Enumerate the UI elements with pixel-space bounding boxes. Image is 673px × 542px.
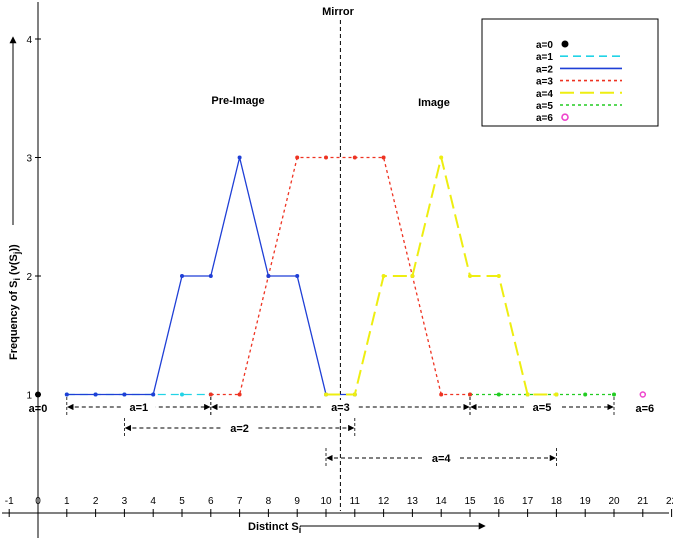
mirror-label: Mirror bbox=[322, 6, 355, 18]
series-point-a2 bbox=[237, 155, 242, 160]
series-point-a3 bbox=[352, 155, 357, 160]
series-point-a5 bbox=[583, 392, 588, 397]
x-tick-label: -1 bbox=[5, 496, 14, 507]
series-point-a2 bbox=[151, 392, 156, 397]
x-tick-label: 10 bbox=[320, 496, 332, 507]
x-tick-label: 0 bbox=[35, 496, 41, 507]
legend-label: a=1 bbox=[536, 52, 553, 63]
series-point-a1 bbox=[180, 392, 184, 397]
range-label: a=0 bbox=[29, 403, 48, 415]
series-point-a3 bbox=[237, 392, 242, 397]
y-tick-label: 1 bbox=[26, 391, 32, 402]
x-tick-label: 22 bbox=[666, 496, 673, 507]
legend-swatch-a0 bbox=[561, 40, 569, 48]
series-point-a4 bbox=[324, 392, 328, 397]
x-tick-label: 6 bbox=[208, 496, 214, 507]
x-tick-label: 18 bbox=[551, 496, 563, 507]
range-label-bg bbox=[323, 400, 358, 413]
legend-label: a=0 bbox=[536, 40, 553, 51]
series-point-a2 bbox=[64, 392, 69, 397]
series-point-a3 bbox=[381, 155, 386, 160]
series-point-a3 bbox=[468, 392, 472, 397]
series-point-a5 bbox=[612, 392, 616, 397]
range-guides: a=0 a=1 a=2 a=3 a=4 a=5 a=6 bbox=[29, 397, 654, 468]
y-tick-label: 2 bbox=[26, 272, 32, 283]
series-point-a6 bbox=[639, 391, 647, 398]
series-point-a4 bbox=[496, 274, 501, 278]
image-label: Image bbox=[418, 97, 450, 109]
x-tick-label: 20 bbox=[608, 496, 620, 507]
series-point-a4 bbox=[439, 155, 444, 160]
x-tick-label: 16 bbox=[493, 496, 505, 507]
x-tick-label: 7 bbox=[237, 496, 243, 507]
series-point-a4 bbox=[554, 392, 559, 397]
series-point-a2 bbox=[122, 392, 127, 397]
range-label: a=3 bbox=[331, 402, 350, 414]
series-point-a3 bbox=[439, 392, 444, 397]
x-tick-label: 14 bbox=[436, 496, 448, 507]
series-line-a3 bbox=[210, 156, 470, 396]
series-point-a2 bbox=[266, 274, 271, 278]
x-tick-label: 1 bbox=[64, 496, 70, 507]
x-tick-label: 9 bbox=[294, 496, 300, 507]
x-tick-label: 21 bbox=[637, 496, 649, 507]
x-tick-label: 8 bbox=[266, 496, 272, 507]
series-point-a4 bbox=[525, 392, 530, 397]
x-tick-label: 2 bbox=[93, 496, 99, 507]
range-label-bg bbox=[424, 451, 459, 464]
series-point-a2 bbox=[180, 274, 184, 278]
legend-label: a=3 bbox=[536, 77, 553, 88]
series-point-a2 bbox=[208, 274, 213, 278]
y-tick-label: 3 bbox=[26, 154, 32, 165]
x-tick-label: 3 bbox=[122, 496, 128, 507]
series-point-a2 bbox=[295, 274, 300, 278]
series-point-a4 bbox=[381, 274, 386, 278]
range-label: a=5 bbox=[533, 402, 552, 414]
legend-label: a=5 bbox=[536, 101, 553, 112]
x-tick-label: 5 bbox=[179, 496, 185, 507]
series-point-a4 bbox=[468, 274, 472, 278]
legend-label: a=2 bbox=[536, 64, 553, 75]
y-axis-title: Frequency of Si (v(Sj)) bbox=[8, 244, 22, 360]
x-tick-label: 15 bbox=[464, 496, 476, 507]
x-axis-title: Distinct Si bbox=[248, 521, 301, 535]
pre-image-label: Pre-Image bbox=[211, 95, 264, 107]
x-tick-label: 12 bbox=[378, 496, 390, 507]
series-point-a4 bbox=[352, 392, 357, 397]
series-point-a4 bbox=[410, 274, 415, 278]
x-tick-label: 17 bbox=[522, 496, 534, 507]
x-tick-label: 4 bbox=[150, 496, 156, 507]
series-point-a0 bbox=[35, 391, 41, 398]
annotation-group: Mirror Pre-Image Image Distinct Si Frequ… bbox=[8, 6, 450, 535]
legend: a=0a=1a=2 a=3a=4a=5a=6 bbox=[481, 18, 659, 127]
legend-label: a=4 bbox=[536, 89, 553, 100]
x-tick-label: 13 bbox=[407, 496, 419, 507]
x-tick-label: 19 bbox=[580, 496, 592, 507]
series-point-a5 bbox=[496, 392, 501, 397]
range-label: a=1 bbox=[129, 402, 148, 414]
range-label: a=4 bbox=[432, 453, 452, 465]
series-point-a3 bbox=[324, 155, 328, 160]
legend-box bbox=[481, 18, 659, 127]
series-line-a4 bbox=[326, 157, 557, 396]
range-label-bg bbox=[121, 400, 156, 413]
range-label: a=2 bbox=[230, 423, 249, 435]
series-point-a3 bbox=[295, 155, 300, 160]
legend-label: a=6 bbox=[536, 113, 553, 124]
range-label-bg bbox=[525, 400, 559, 413]
series-point-a2 bbox=[93, 392, 98, 397]
range-label-bg bbox=[222, 421, 257, 434]
y-tick-label: 4 bbox=[26, 35, 32, 46]
legend-swatch-a6 bbox=[561, 113, 569, 121]
x-tick-label: 11 bbox=[350, 496, 361, 507]
range-label: a=6 bbox=[635, 403, 654, 415]
series-group bbox=[35, 155, 647, 398]
series-point-a3 bbox=[208, 392, 213, 397]
